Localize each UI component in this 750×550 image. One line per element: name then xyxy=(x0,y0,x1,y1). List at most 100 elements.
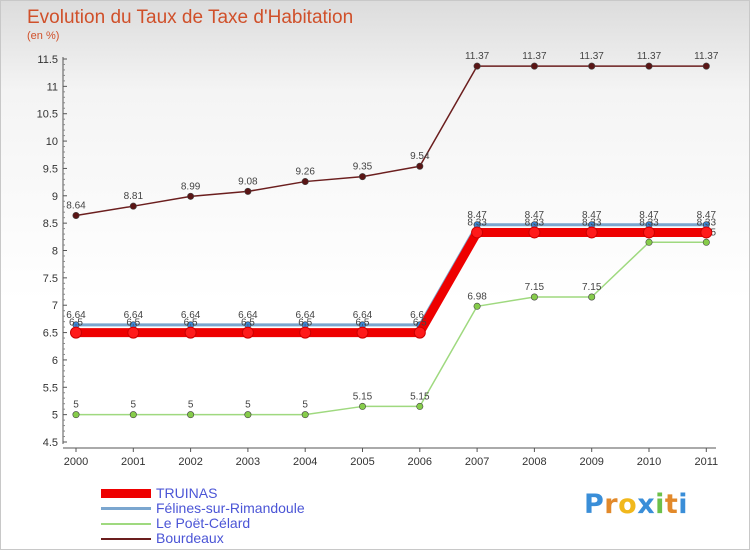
data-point xyxy=(358,402,366,410)
data-label: 8.33 xyxy=(697,217,717,228)
legend-item: Félines-sur-Rimandoule xyxy=(101,501,361,516)
data-label: 6.64 xyxy=(66,310,86,321)
data-label: 11.37 xyxy=(694,51,719,62)
y-tick-label: 5 xyxy=(52,410,58,422)
data-point xyxy=(413,326,426,339)
data-label: 8.47 xyxy=(639,210,659,221)
data-label: 8.47 xyxy=(582,210,602,221)
data-point xyxy=(301,411,309,419)
data-point xyxy=(645,62,653,70)
data-point xyxy=(187,411,195,419)
data-label: 8.47 xyxy=(467,210,487,221)
data-label: 6.64 xyxy=(181,310,201,321)
logo-letter: P xyxy=(584,489,605,520)
data-label: 8.47 xyxy=(697,210,717,221)
series-line xyxy=(76,241,707,416)
data-label: 9.26 xyxy=(295,167,315,178)
data-label: 6.64 xyxy=(238,310,258,321)
proxiti-logo: Proxiti xyxy=(584,489,688,520)
logo-letter: i xyxy=(678,489,689,520)
data-point xyxy=(127,326,140,339)
data-label: 9.08 xyxy=(238,176,258,187)
data-label: 7.15 xyxy=(582,282,602,293)
data-point xyxy=(244,187,252,195)
x-tick-label: 2010 xyxy=(637,456,661,468)
y-tick-label: 6.5 xyxy=(43,328,58,340)
x-tick-label: 2006 xyxy=(408,456,432,468)
data-label: 6.5 xyxy=(241,318,255,329)
chart-title: Evolution du Taux de Taxe d'Habitation xyxy=(27,7,354,28)
data-label: 8.33 xyxy=(467,217,487,228)
data-label: 8.64 xyxy=(66,200,86,211)
legend-label: TRUINAS xyxy=(156,485,218,501)
logo-letter: x xyxy=(637,489,656,520)
logo-letter: r xyxy=(604,489,619,520)
data-label: 6.5 xyxy=(413,318,427,329)
x-tick-label: 2002 xyxy=(178,456,202,468)
data-label: 6.5 xyxy=(126,318,140,329)
data-label: 5 xyxy=(302,400,308,411)
data-point xyxy=(72,211,80,219)
data-point xyxy=(643,226,655,239)
x-tick-label: 2003 xyxy=(236,456,260,468)
data-point xyxy=(588,62,596,70)
logo-letter: o xyxy=(618,489,638,520)
legend: TRUINAS Félines-sur-Rimandoule Le Poët-Cél… xyxy=(101,486,361,546)
data-point xyxy=(301,178,309,186)
data-label: 6.5 xyxy=(184,318,198,329)
logo-letter: t xyxy=(664,489,679,520)
data-point xyxy=(356,326,369,339)
data-point xyxy=(416,402,424,410)
x-tick-label: 2005 xyxy=(350,456,374,468)
data-label: 11.37 xyxy=(637,51,662,62)
data-label: 5.15 xyxy=(410,391,430,402)
series-line xyxy=(76,227,707,338)
data-point xyxy=(700,226,713,239)
y-tick-label: 9 xyxy=(52,191,58,203)
data-point xyxy=(585,226,598,239)
data-point xyxy=(471,226,484,239)
y-tick-label: 8.5 xyxy=(43,218,58,230)
data-label: 8.33 xyxy=(525,217,545,228)
data-point xyxy=(530,62,538,70)
y-tick-label: 6 xyxy=(52,355,58,367)
data-point xyxy=(645,238,653,246)
data-point xyxy=(528,226,541,239)
data-label: 5 xyxy=(245,400,251,411)
data-point xyxy=(72,411,80,419)
y-tick-label: 4.5 xyxy=(43,437,58,449)
legend-label: Félines-sur-Rimandoule xyxy=(156,500,305,516)
y-tick-label: 7 xyxy=(52,300,58,312)
data-label: 6.64 xyxy=(353,310,373,321)
data-point xyxy=(70,326,82,339)
data-point xyxy=(184,326,197,339)
y-tick-label: 9.5 xyxy=(43,163,58,175)
data-label: 6.5 xyxy=(298,318,312,329)
y-tick-label: 11.5 xyxy=(37,54,58,66)
data-point xyxy=(129,411,137,419)
y-tick-label: 7.5 xyxy=(43,273,58,285)
legend-item: Bourdeaux xyxy=(101,531,361,546)
data-label: 5 xyxy=(73,400,79,411)
data-label: 6.64 xyxy=(124,310,144,321)
x-tick-label: 2001 xyxy=(121,456,145,468)
data-point xyxy=(588,293,596,301)
data-label: 9.54 xyxy=(410,151,430,162)
y-tick-label: 5.5 xyxy=(43,382,58,394)
y-tick-label: 10 xyxy=(46,136,58,148)
data-point xyxy=(416,162,424,170)
series-line xyxy=(76,223,707,327)
legend-label: Le Poët-Célard xyxy=(156,515,251,531)
data-label: 6.5 xyxy=(69,318,83,329)
legend-item: Le Poët-Célard xyxy=(101,516,361,531)
unit-label: (en %) xyxy=(27,30,60,42)
data-label: 11.37 xyxy=(465,51,490,62)
y-tick-label: 8 xyxy=(52,246,58,258)
legend-swatch xyxy=(101,489,151,498)
legend-swatch xyxy=(101,522,151,525)
data-point xyxy=(702,238,710,246)
x-tick-label: 2011 xyxy=(694,456,718,468)
x-tick-label: 2009 xyxy=(579,456,603,468)
data-point xyxy=(299,326,312,339)
data-point xyxy=(241,326,254,339)
